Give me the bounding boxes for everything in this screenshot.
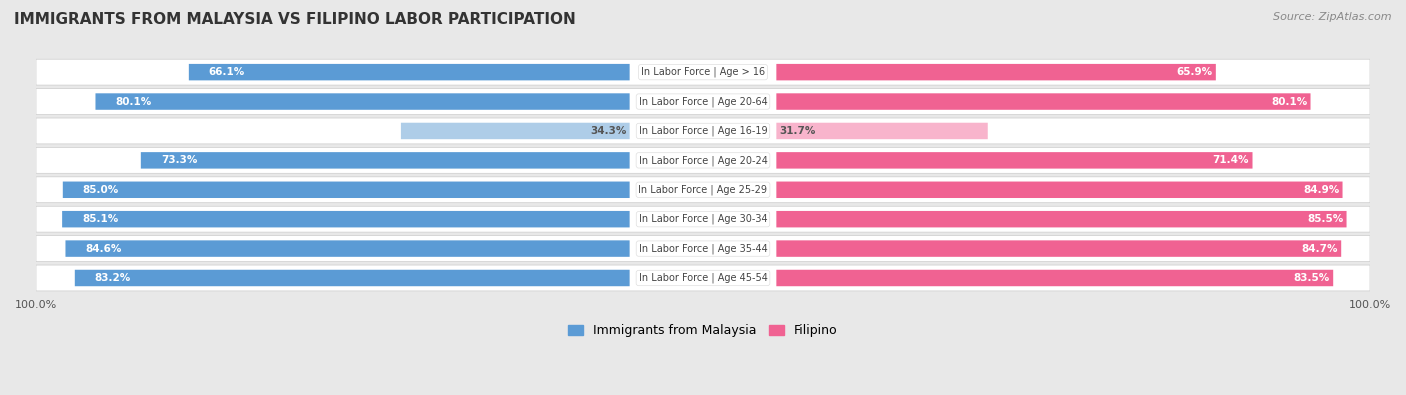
FancyBboxPatch shape — [96, 93, 630, 110]
Text: 65.9%: 65.9% — [1177, 67, 1212, 77]
Text: In Labor Force | Age 25-29: In Labor Force | Age 25-29 — [638, 184, 768, 195]
Text: 85.5%: 85.5% — [1308, 214, 1343, 224]
FancyBboxPatch shape — [37, 265, 1369, 291]
Text: 80.1%: 80.1% — [115, 96, 152, 107]
Text: 85.1%: 85.1% — [82, 214, 118, 224]
FancyBboxPatch shape — [776, 93, 1310, 110]
Text: In Labor Force | Age > 16: In Labor Force | Age > 16 — [641, 67, 765, 77]
FancyBboxPatch shape — [776, 270, 1333, 286]
Text: In Labor Force | Age 16-19: In Labor Force | Age 16-19 — [638, 126, 768, 136]
FancyBboxPatch shape — [63, 182, 630, 198]
FancyBboxPatch shape — [37, 88, 1369, 115]
Text: 71.4%: 71.4% — [1212, 155, 1249, 166]
FancyBboxPatch shape — [66, 240, 630, 257]
FancyBboxPatch shape — [776, 152, 1253, 169]
FancyBboxPatch shape — [141, 152, 630, 169]
Text: 84.7%: 84.7% — [1302, 244, 1339, 254]
FancyBboxPatch shape — [62, 211, 630, 228]
Legend: Immigrants from Malaysia, Filipino: Immigrants from Malaysia, Filipino — [564, 320, 842, 342]
Text: 73.3%: 73.3% — [160, 155, 197, 166]
FancyBboxPatch shape — [776, 240, 1341, 257]
Text: 85.0%: 85.0% — [83, 185, 120, 195]
Text: 84.9%: 84.9% — [1303, 185, 1339, 195]
FancyBboxPatch shape — [37, 59, 1369, 85]
FancyBboxPatch shape — [188, 64, 630, 80]
Text: 80.1%: 80.1% — [1271, 96, 1308, 107]
FancyBboxPatch shape — [776, 64, 1216, 80]
FancyBboxPatch shape — [776, 123, 988, 139]
FancyBboxPatch shape — [37, 177, 1369, 203]
FancyBboxPatch shape — [37, 236, 1369, 261]
Text: 84.6%: 84.6% — [86, 244, 122, 254]
FancyBboxPatch shape — [776, 182, 1343, 198]
Text: Source: ZipAtlas.com: Source: ZipAtlas.com — [1274, 12, 1392, 22]
Text: In Labor Force | Age 30-34: In Labor Force | Age 30-34 — [638, 214, 768, 224]
Text: In Labor Force | Age 35-44: In Labor Force | Age 35-44 — [638, 243, 768, 254]
FancyBboxPatch shape — [37, 206, 1369, 232]
Text: 83.2%: 83.2% — [94, 273, 131, 283]
FancyBboxPatch shape — [776, 211, 1347, 228]
Text: In Labor Force | Age 45-54: In Labor Force | Age 45-54 — [638, 273, 768, 283]
Text: 34.3%: 34.3% — [591, 126, 626, 136]
Text: 31.7%: 31.7% — [780, 126, 815, 136]
FancyBboxPatch shape — [37, 147, 1369, 173]
FancyBboxPatch shape — [37, 118, 1369, 144]
Text: 83.5%: 83.5% — [1294, 273, 1330, 283]
FancyBboxPatch shape — [75, 270, 630, 286]
Text: IMMIGRANTS FROM MALAYSIA VS FILIPINO LABOR PARTICIPATION: IMMIGRANTS FROM MALAYSIA VS FILIPINO LAB… — [14, 12, 576, 27]
Text: 66.1%: 66.1% — [209, 67, 245, 77]
Text: In Labor Force | Age 20-64: In Labor Force | Age 20-64 — [638, 96, 768, 107]
Text: In Labor Force | Age 20-24: In Labor Force | Age 20-24 — [638, 155, 768, 166]
FancyBboxPatch shape — [401, 123, 630, 139]
